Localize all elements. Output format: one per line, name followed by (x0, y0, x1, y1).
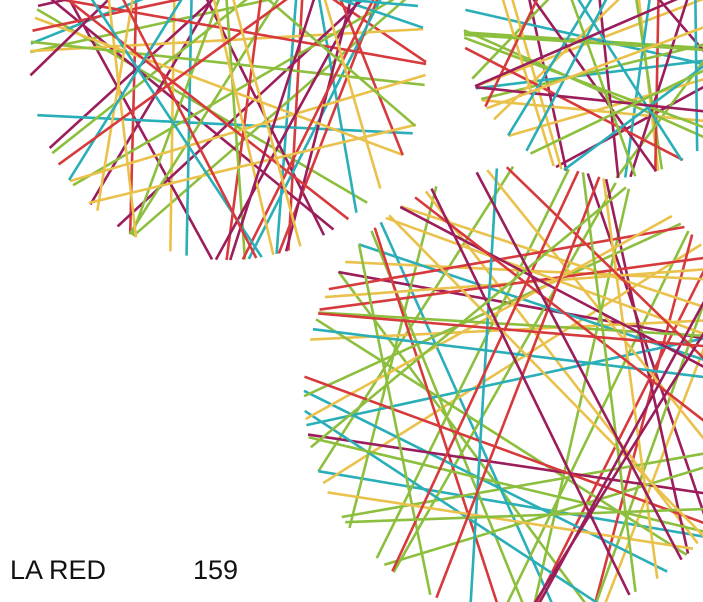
decor-line (486, 169, 703, 440)
decor-line (96, 0, 134, 211)
decor-line (328, 225, 685, 291)
decor-line (67, 0, 183, 181)
decor-line (287, 0, 304, 251)
decor-line (430, 188, 631, 596)
decor-line (595, 301, 703, 602)
decor-line (310, 186, 627, 449)
decor-line (65, 0, 350, 221)
decor-line (486, 26, 703, 110)
decor-line (232, 0, 302, 247)
decor-line (345, 260, 703, 281)
decor-line (511, 0, 563, 170)
decor-line (475, 85, 703, 113)
decor-line (89, 0, 214, 206)
line-circle (463, 0, 703, 179)
decor-line (56, 0, 427, 66)
decor-line (399, 205, 703, 368)
decor-line (107, 0, 138, 238)
decor-line (128, 0, 138, 235)
decor-line (57, 0, 288, 166)
line-circle (29, 0, 427, 261)
decor-line (391, 170, 580, 572)
decor-line (228, 0, 316, 261)
decor-line (337, 271, 587, 602)
decor-line (388, 214, 703, 538)
decor-line (323, 0, 382, 189)
decor-line (212, 0, 275, 256)
decor-line (303, 222, 682, 398)
decor-line (307, 433, 703, 495)
decor-line (414, 196, 703, 422)
decor-line (385, 216, 703, 335)
decor-line (635, 0, 664, 170)
decor-line (345, 507, 703, 524)
decor-line (505, 166, 703, 360)
decor-line (528, 0, 568, 172)
decor-line (214, 0, 360, 261)
decor-line (581, 172, 637, 593)
line-circle (303, 165, 703, 602)
decor-line (474, 0, 678, 88)
decor-line (400, 205, 703, 308)
decor-line (533, 188, 631, 602)
page-number: 159 (193, 555, 239, 585)
decor-line (379, 221, 553, 602)
decor-line (357, 244, 432, 596)
decor-line (637, 0, 660, 171)
decor-line (319, 256, 703, 311)
decor-line (306, 337, 703, 427)
decor-line (464, 46, 684, 162)
decor-line (484, 0, 539, 108)
decor-line (435, 176, 601, 599)
decor-line (304, 375, 703, 525)
decor-line (563, 64, 703, 172)
decor-line (533, 332, 703, 602)
decor-line (185, 0, 193, 256)
decor-line (475, 171, 683, 561)
decor-line (529, 69, 703, 155)
decor-line (303, 389, 668, 573)
decor-line (308, 435, 703, 533)
decor-line (577, 0, 683, 162)
decor-line (317, 312, 703, 348)
decor-line (383, 466, 703, 567)
decor-line (128, 0, 280, 235)
decor-line (29, 0, 111, 77)
decor-line (501, 0, 555, 167)
decor-line (507, 0, 593, 137)
decor-line (474, 0, 703, 88)
decor-line (169, 0, 176, 252)
decor-line (535, 269, 703, 602)
decor-line (463, 36, 703, 129)
decor-line (69, 73, 426, 183)
decor-line (34, 16, 404, 157)
decor-line (241, 0, 375, 261)
decor-line (318, 0, 358, 213)
decor-line (463, 33, 703, 52)
section-title: LA RED (10, 555, 107, 585)
decor-line (225, 0, 247, 260)
decor-line (465, 8, 703, 66)
decor-line (623, 0, 651, 178)
decor-line (339, 0, 404, 156)
decor-line (525, 0, 608, 152)
decor-line (122, 0, 258, 259)
decor-line (475, 59, 703, 90)
decor-line (312, 327, 703, 379)
decor-line (327, 491, 694, 550)
decor-line (335, 0, 419, 8)
decor-line (130, 0, 220, 236)
decor-line (469, 168, 499, 602)
decor-line (51, 0, 248, 155)
decor-line (348, 186, 438, 529)
decor-line (481, 98, 703, 123)
decor-line (72, 0, 395, 187)
decor-line (463, 29, 703, 139)
